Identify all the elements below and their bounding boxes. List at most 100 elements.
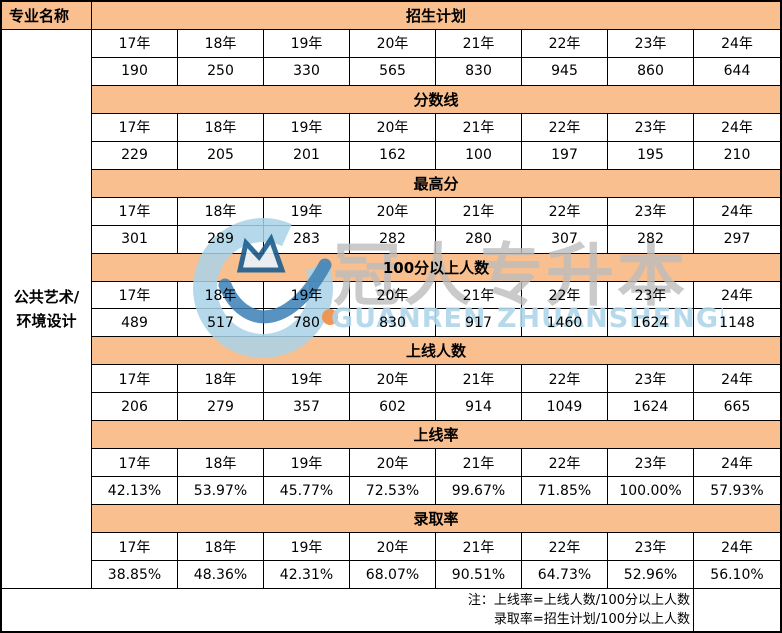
value-cell: 330 xyxy=(264,57,350,86)
year-cell-label: 22年 xyxy=(548,36,581,53)
year-cell-label: 19年 xyxy=(290,455,323,472)
year-cell: 24年 xyxy=(694,281,780,310)
year-cell: 23年 xyxy=(608,449,694,478)
section-title-5-label: 上线人数 xyxy=(405,342,466,361)
value-cell: 282 xyxy=(350,225,436,254)
year-cell: 22年 xyxy=(522,449,608,478)
value-cell: 357 xyxy=(264,393,350,422)
year-cell: 18年 xyxy=(178,29,264,58)
year-cell-label: 23年 xyxy=(634,371,667,388)
value-cell-label: 197 xyxy=(551,147,578,164)
value-cell: 100 xyxy=(436,141,522,170)
value-cell-label: 297 xyxy=(723,231,751,248)
section-title-2-label: 分数线 xyxy=(413,90,459,109)
value-cell-label: 229 xyxy=(121,147,148,164)
year-cell: 22年 xyxy=(522,281,608,310)
year-cell: 24年 xyxy=(694,113,780,142)
major-name-line1: 公共艺术/ xyxy=(13,287,80,306)
year-cell-label: 20年 xyxy=(376,371,409,388)
year-cell: 19年 xyxy=(264,197,350,226)
value-cell: 1460 xyxy=(522,309,608,338)
year-cell: 17年 xyxy=(92,197,178,226)
year-cell: 18年 xyxy=(178,365,264,394)
value-cell-label: 307 xyxy=(551,231,578,248)
value-cell-label: 917 xyxy=(465,314,492,331)
value-cell: 71.85% xyxy=(522,477,608,506)
year-cell: 22年 xyxy=(522,197,608,226)
section-title-6: 上线率 xyxy=(92,421,780,450)
value-cell-label: 280 xyxy=(465,231,492,248)
value-cell-label: 56.10% xyxy=(710,566,764,583)
year-cell-label: 17年 xyxy=(118,455,151,472)
value-cell-label: 250 xyxy=(207,63,234,80)
year-cell-label: 22年 xyxy=(548,371,581,388)
value-cell-label: 489 xyxy=(121,314,148,331)
year-cell: 23年 xyxy=(608,281,694,310)
year-cell-label: 24年 xyxy=(721,120,753,137)
year-cell: 21年 xyxy=(436,197,522,226)
year-cell: 18年 xyxy=(178,197,264,226)
year-cell-label: 19年 xyxy=(290,287,323,304)
year-cell: 21年 xyxy=(436,365,522,394)
year-cell-label: 19年 xyxy=(290,36,323,53)
value-cell: 914 xyxy=(436,393,522,422)
value-cell: 229 xyxy=(92,141,178,170)
year-cell-label: 21年 xyxy=(462,204,495,221)
value-cell-label: 201 xyxy=(293,147,320,164)
year-cell: 23年 xyxy=(608,29,694,58)
year-cell-label: 18年 xyxy=(204,539,237,556)
value-cell-label: 1624 xyxy=(632,398,669,415)
value-cell-label: 282 xyxy=(379,231,406,248)
year-cell-label: 19年 xyxy=(290,120,323,137)
year-cell-label: 20年 xyxy=(376,204,409,221)
value-cell: 42.31% xyxy=(264,561,350,589)
year-cell-label: 20年 xyxy=(376,539,409,556)
value-cell-label: 42.13% xyxy=(107,482,162,499)
year-cell-label: 24年 xyxy=(721,36,753,53)
year-cell: 17年 xyxy=(92,29,178,58)
year-cell-label: 18年 xyxy=(204,204,237,221)
year-cell-label: 21年 xyxy=(462,120,495,137)
year-cell-label: 18年 xyxy=(204,371,237,388)
section-title-4-label: 100分以上人数 xyxy=(382,258,490,277)
section-title-3: 最高分 xyxy=(92,169,780,198)
value-cell: 99.67% xyxy=(436,477,522,506)
value-cell: 280 xyxy=(436,225,522,254)
value-cell-label: 190 xyxy=(121,63,148,80)
value-cell-label: 52.96% xyxy=(623,566,678,583)
section-title-7: 录取率 xyxy=(92,505,780,534)
value-cell-label: 57.93% xyxy=(710,482,764,499)
value-cell-label: 1624 xyxy=(632,314,669,331)
value-cell-label: 279 xyxy=(207,398,234,415)
value-cell-label: 162 xyxy=(379,147,406,164)
year-cell: 19年 xyxy=(264,281,350,310)
value-cell-label: 45.77% xyxy=(279,482,334,499)
year-cell: 21年 xyxy=(436,533,522,562)
value-cell-label: 602 xyxy=(379,398,406,415)
empty-corner-cell xyxy=(694,589,780,631)
year-cell-label: 18年 xyxy=(204,120,237,137)
year-cell-label: 24年 xyxy=(721,539,753,556)
value-cell: 1624 xyxy=(608,309,694,338)
value-cell: 162 xyxy=(350,141,436,170)
year-cell: 21年 xyxy=(436,449,522,478)
value-cell: 195 xyxy=(608,141,694,170)
year-cell-label: 21年 xyxy=(462,455,495,472)
year-cell: 23年 xyxy=(608,197,694,226)
year-cell-label: 24年 xyxy=(721,371,753,388)
value-cell: 489 xyxy=(92,309,178,338)
value-cell-label: 1049 xyxy=(546,398,583,415)
year-cell-label: 20年 xyxy=(376,455,409,472)
major-name-cell: 公共艺术/ 环境设计 xyxy=(2,29,92,589)
value-cell: 38.85% xyxy=(92,561,178,589)
value-cell-label: 72.53% xyxy=(365,482,420,499)
year-cell: 23年 xyxy=(608,365,694,394)
value-cell-label: 565 xyxy=(379,63,406,80)
section-title-4: 100分以上人数 xyxy=(92,253,780,282)
year-cell-label: 23年 xyxy=(634,36,667,53)
section-title-1-label: 招生计划 xyxy=(405,6,466,25)
year-cell: 24年 xyxy=(694,197,780,226)
year-cell-label: 21年 xyxy=(462,36,495,53)
section-title-5: 上线人数 xyxy=(92,337,780,366)
